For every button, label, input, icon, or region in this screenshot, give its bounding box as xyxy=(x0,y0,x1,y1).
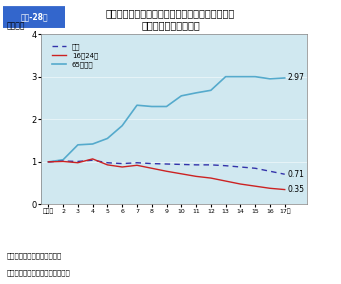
Legend: 総数, 16～24歳, 65歳以上: 総数, 16～24歳, 65歳以上 xyxy=(50,41,101,71)
Text: （指数）: （指数） xyxy=(6,22,25,31)
Text: 2.97: 2.97 xyxy=(288,74,305,82)
Text: ２　平成元年を１とした指数: ２ 平成元年を１とした指数 xyxy=(7,270,71,276)
Text: 0.71: 0.71 xyxy=(288,170,305,179)
Text: 自動車（第１当事者）運転者の若者・高齢者別死
亡事故発生件数の推移: 自動車（第１当事者）運転者の若者・高齢者別死 亡事故発生件数の推移 xyxy=(106,9,235,30)
Text: 第１-28図: 第１-28図 xyxy=(20,12,48,22)
Text: 0.35: 0.35 xyxy=(288,185,305,194)
FancyBboxPatch shape xyxy=(0,7,68,27)
Text: 注　１　警察庁資料による。: 注 １ 警察庁資料による。 xyxy=(7,253,62,259)
